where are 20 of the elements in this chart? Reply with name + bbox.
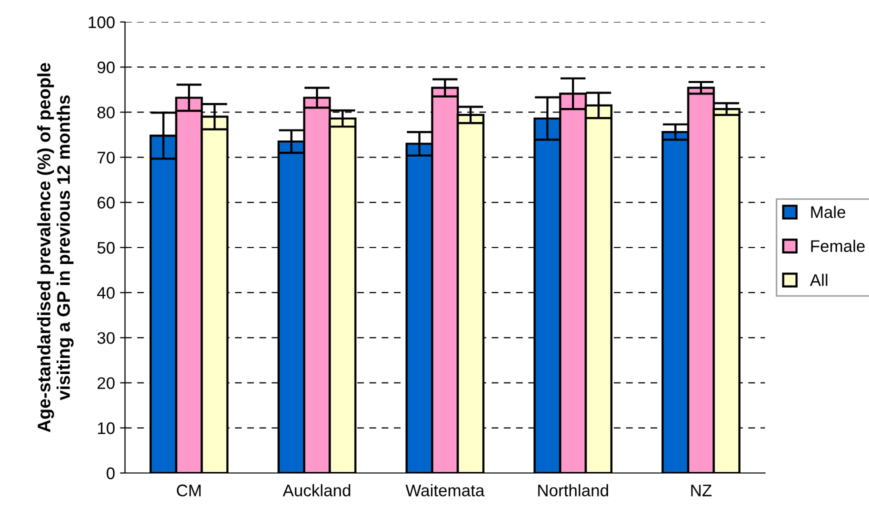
y-tick-label: 0	[106, 467, 115, 480]
legend-label: Female	[811, 240, 865, 252]
y-tick-label: 90	[98, 62, 115, 74]
y-tick-label: 100	[88, 16, 115, 28]
x-tick-label: Waitemata	[406, 484, 485, 496]
y-tick-label: 50	[97, 242, 115, 254]
y-tick-label: 10	[98, 422, 115, 434]
x-tick-label: Auckland	[282, 484, 350, 496]
legend-label: Male	[811, 206, 846, 218]
x-tick-label: CM	[176, 484, 201, 496]
y-tick-label: 30	[97, 332, 115, 344]
y-tick-label: 80	[97, 106, 115, 118]
x-tick-label: Northland	[538, 484, 608, 496]
x-tick-label: NZ	[691, 484, 712, 496]
y-tick-label: 20	[98, 377, 115, 390]
y-tick-label: 70	[98, 152, 115, 164]
y-tick-label: 60	[98, 196, 115, 209]
legend-label: All	[810, 274, 828, 286]
y-axis-title: Age-standardised prevalence (%) of people visiting a GP in previous 12 months	[37, 62, 74, 432]
y-tick-label: 40	[97, 287, 115, 299]
